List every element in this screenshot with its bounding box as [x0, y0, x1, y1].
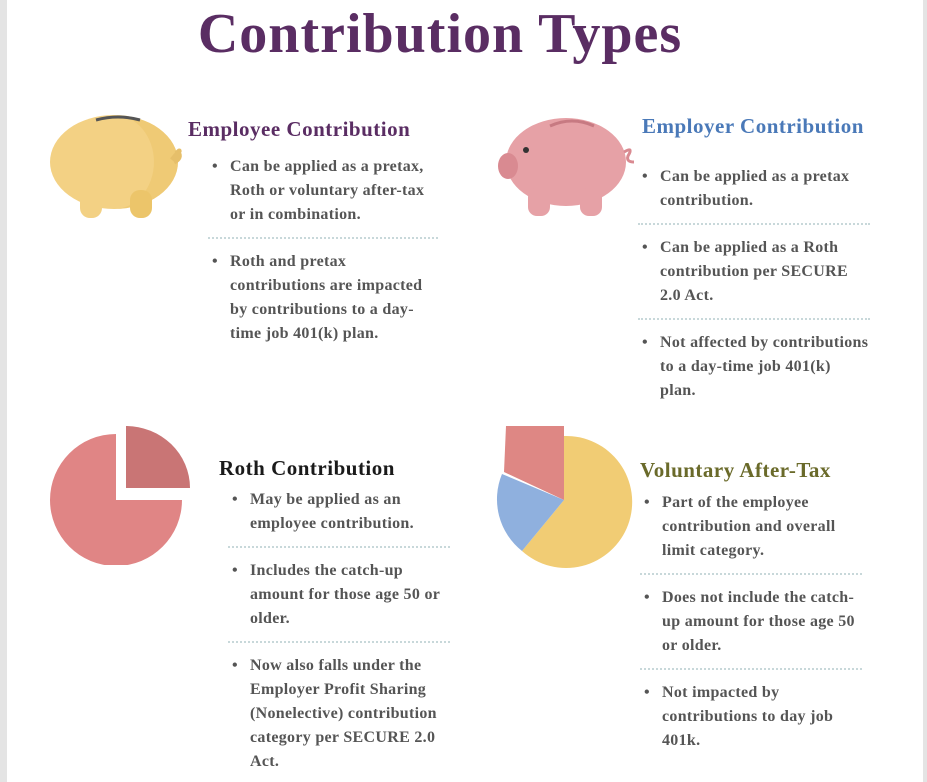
right-frame-border [923, 0, 927, 782]
list-item: Can be applied as a pretax, Roth or volu… [208, 155, 438, 239]
roth-bullet-list: May be applied as an employee contributi… [228, 488, 450, 774]
exploded-pie-chart-icon [50, 426, 190, 565]
list-item: Includes the catch-up amount for those a… [228, 559, 450, 643]
list-item: Does not include the catch-up amount for… [640, 586, 862, 670]
list-item: Part of the employee contribution and ov… [640, 491, 862, 575]
roth-contribution-heading: Roth Contribution [219, 456, 395, 480]
list-item: May be applied as an employee contributi… [228, 488, 450, 548]
voluntary-bullet-list: Part of the employee contribution and ov… [640, 491, 862, 753]
employee-contribution-heading: Employee Contribution [188, 117, 411, 141]
list-item: Not impacted by contributions to day job… [640, 681, 862, 753]
pink-piggy-bank-icon [498, 118, 635, 216]
employer-bullet-list: Can be applied as a pretax contribution.… [638, 165, 870, 403]
yellow-piggy-bank-icon [50, 115, 182, 218]
page-title: Contribution Types [197, 3, 683, 65]
left-frame-border [0, 0, 7, 782]
three-color-pie-chart-icon [496, 426, 633, 568]
employer-contribution-heading: Employer Contribution [642, 114, 864, 138]
list-item: Not affected by contributions to a day-t… [638, 331, 870, 403]
list-item: Can be applied as a Roth contribution pe… [638, 236, 870, 320]
list-item: Roth and pretax contributions are impact… [208, 250, 438, 346]
employee-bullet-list: Can be applied as a pretax, Roth or volu… [208, 155, 438, 346]
list-item: Now also falls under the Employer Profit… [228, 654, 450, 774]
list-item: Can be applied as a pretax contribution. [638, 165, 870, 225]
voluntary-after-tax-heading: Voluntary After-Tax [640, 458, 831, 482]
